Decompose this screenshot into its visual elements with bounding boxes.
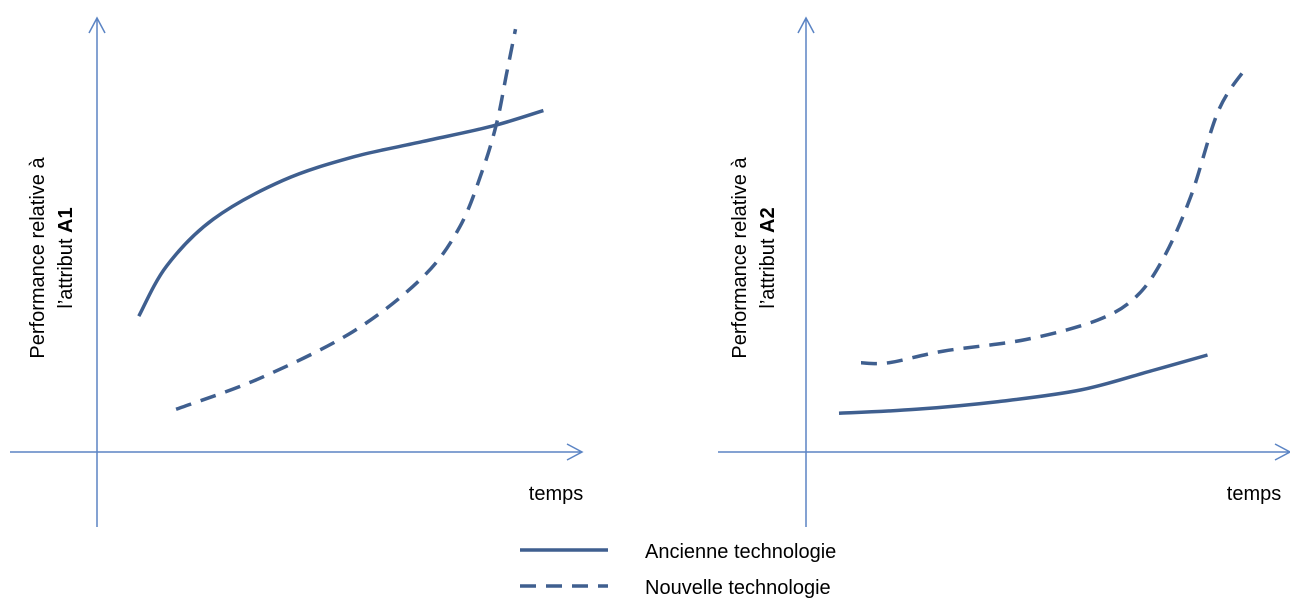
y-axis-label-line1: Performance relative à <box>27 157 49 359</box>
series-line-nouvelle <box>175 28 518 411</box>
legend-label-nouvelle: Nouvelle technologie <box>645 577 831 599</box>
x-axis-arrow <box>1274 443 1290 461</box>
y-axis-arrow <box>797 16 815 34</box>
x-axis-label: temps <box>1227 483 1281 505</box>
series-line-nouvelle <box>860 66 1248 366</box>
x-axis-label: temps <box>529 483 583 505</box>
chart-a1: temps Performance relative à l’attribut A1 <box>10 16 584 527</box>
chart-a2: temps Performance relative à l’attribut A2 <box>718 16 1290 527</box>
series-line-ancienne <box>838 353 1208 415</box>
y-axis-label-attribute: A1 <box>55 207 77 233</box>
y-axis-label-line1: Performance relative à <box>729 157 751 359</box>
legend-label-ancienne: Ancienne technologie <box>645 541 836 563</box>
legend: Ancienne technologie Nouvelle technologie <box>520 541 836 599</box>
y-axis-label: Performance relative à l’attribut A2 <box>729 157 779 359</box>
y-axis-label: Performance relative à l’attribut A1 <box>27 157 77 359</box>
x-axis-arrow <box>566 443 584 461</box>
y-axis-arrow <box>88 16 106 34</box>
y-axis-label-line2: l’attribut <box>757 233 779 309</box>
y-axis-label-line2: l’attribut <box>55 233 77 309</box>
series-line-ancienne <box>137 108 544 318</box>
y-axis-label-attribute: A2 <box>757 207 779 233</box>
